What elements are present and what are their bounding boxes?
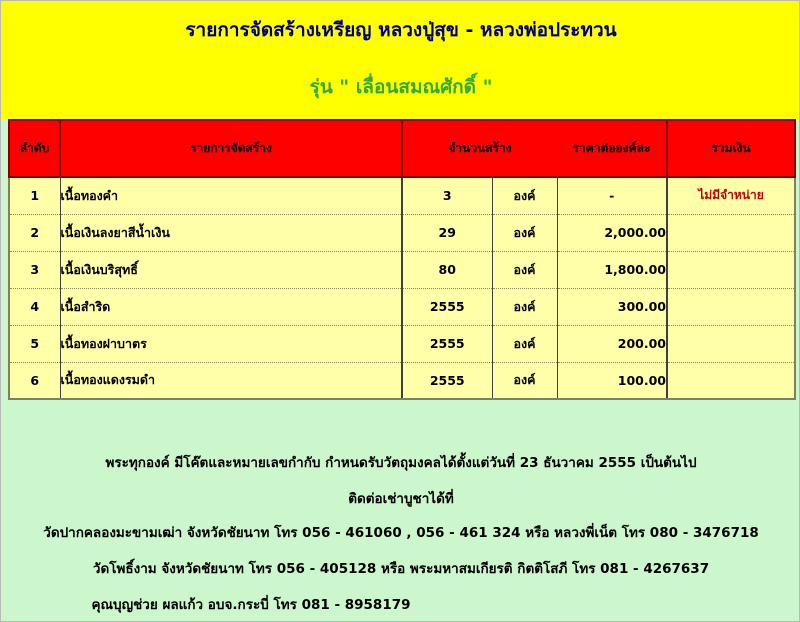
price-table-wrapper: ลำดับ รายการจัดสร้าง จำนวนสร้าง ราคาต่ออ…: [8, 119, 796, 400]
cell-item: เนื้อทองฝาบาตร: [60, 325, 403, 363]
header-band: รายการจัดสร้างเหรียญ หลวงปู่สุข - หลวงพ่…: [1, 1, 799, 119]
cell-unit: องค์: [492, 362, 558, 400]
table-row: 6 เนื้อทองแดงรมดำ 2555 องค์ 100.00: [8, 362, 796, 400]
cell-price: -: [557, 177, 668, 215]
footer-line-conditions: พระทุกองค์ มีโค๊ตและหมายเลขกำกับ กำหนดรั…: [105, 455, 697, 471]
cell-qty: 2555: [402, 362, 493, 400]
footer-line-temple-two: วัดโพธิ์งาม จังหวัดชัยนาท โทร 056 - 4051…: [92, 561, 710, 577]
footer-notes: พระทุกองค์ มีโค๊ตและหมายเลขกำกับ กำหนดรั…: [1, 401, 799, 621]
column-header-qty: จำนวนสร้าง: [402, 119, 557, 178]
cell-seq: 3: [8, 251, 61, 289]
table-row: 5 เนื้อทองฝาบาตร 2555 องค์ 200.00: [8, 325, 796, 363]
cell-item: เนื้อทองคำ: [60, 177, 403, 215]
cell-unit: องค์: [492, 288, 558, 326]
cell-price: 2,000.00: [557, 214, 668, 252]
price-table: ลำดับ รายการจัดสร้าง จำนวนสร้าง ราคาต่ออ…: [8, 119, 796, 400]
cell-total: [667, 325, 796, 363]
cell-qty: 3: [402, 177, 493, 215]
cell-qty: 2555: [402, 325, 493, 363]
table-row: 4 เนื้อสำริด 2555 องค์ 300.00: [8, 288, 796, 326]
cell-qty: 80: [402, 251, 493, 289]
table-header: ลำดับ รายการจัดสร้าง จำนวนสร้าง ราคาต่ออ…: [8, 119, 796, 178]
cell-price: 100.00: [557, 362, 668, 400]
cell-unit: องค์: [492, 251, 558, 289]
page-title: รายการจัดสร้างเหรียญ หลวงปู่สุข - หลวงพ่…: [185, 19, 617, 41]
column-header-price: ราคาต่อองค์ละ: [557, 119, 668, 178]
cell-total: [667, 251, 796, 289]
column-header-item: รายการจัดสร้าง: [60, 119, 403, 178]
cell-total: [667, 214, 796, 252]
cell-price: 1,800.00: [557, 251, 668, 289]
page-subtitle: รุ่น " เลื่อนสมณศักดิ์ ": [309, 76, 493, 98]
table-row: 2 เนื้อเงินลงยาสีน้ำเงิน 29 องค์ 2,000.0…: [8, 214, 796, 252]
cell-seq: 4: [8, 288, 61, 326]
cell-unit: องค์: [492, 325, 558, 363]
cell-unit: องค์: [492, 177, 558, 215]
table-header-row: ลำดับ รายการจัดสร้าง จำนวนสร้าง ราคาต่ออ…: [8, 119, 796, 178]
cell-qty: 29: [402, 214, 493, 252]
footer-line-temple-one: วัดปากคลองมะขามเฒ่า จังหวัดชัยนาท โทร 05…: [43, 525, 759, 541]
cell-seq: 5: [8, 325, 61, 363]
table-row: 1 เนื้อทองคำ 3 องค์ - ไม่มีจำหน่าย: [8, 177, 796, 215]
cell-total: [667, 288, 796, 326]
cell-seq: 2: [8, 214, 61, 252]
cell-item: เนื้อสำริด: [60, 288, 403, 326]
footer-line-contact-heading: ติดต่อเช่าบูชาได้ที่: [348, 491, 454, 507]
cell-seq: 1: [8, 177, 61, 215]
cell-price: 200.00: [557, 325, 668, 363]
cell-unit: องค์: [492, 214, 558, 252]
cell-item: เนื้อทองแดงรมดำ: [60, 362, 403, 400]
cell-seq: 6: [8, 362, 61, 400]
table-body: 1 เนื้อทองคำ 3 องค์ - ไม่มีจำหน่าย 2 เนื…: [8, 177, 796, 400]
cell-total: ไม่มีจำหน่าย: [667, 177, 796, 215]
footer-line-person-wrap: คุณบุญช่วย ผลแก้ว อบจ.กระบี่ โทร 081 - 8…: [1, 593, 799, 615]
column-header-total: รวมเงิน: [667, 119, 796, 178]
cell-total: [667, 362, 796, 400]
cell-item: เนื้อเงินบริสุทธิ์: [60, 251, 403, 289]
cell-price: 300.00: [557, 288, 668, 326]
cell-item: เนื้อเงินลงยาสีน้ำเงิน: [60, 214, 403, 252]
cell-qty: 2555: [402, 288, 493, 326]
footer-line-person: คุณบุญช่วย ผลแก้ว อบจ.กระบี่ โทร 081 - 8…: [91, 597, 411, 613]
unavailable-note: ไม่มีจำหน่าย: [698, 188, 764, 203]
column-header-seq: ลำดับ: [8, 119, 61, 178]
table-row: 3 เนื้อเงินบริสุทธิ์ 80 องค์ 1,800.00: [8, 251, 796, 289]
